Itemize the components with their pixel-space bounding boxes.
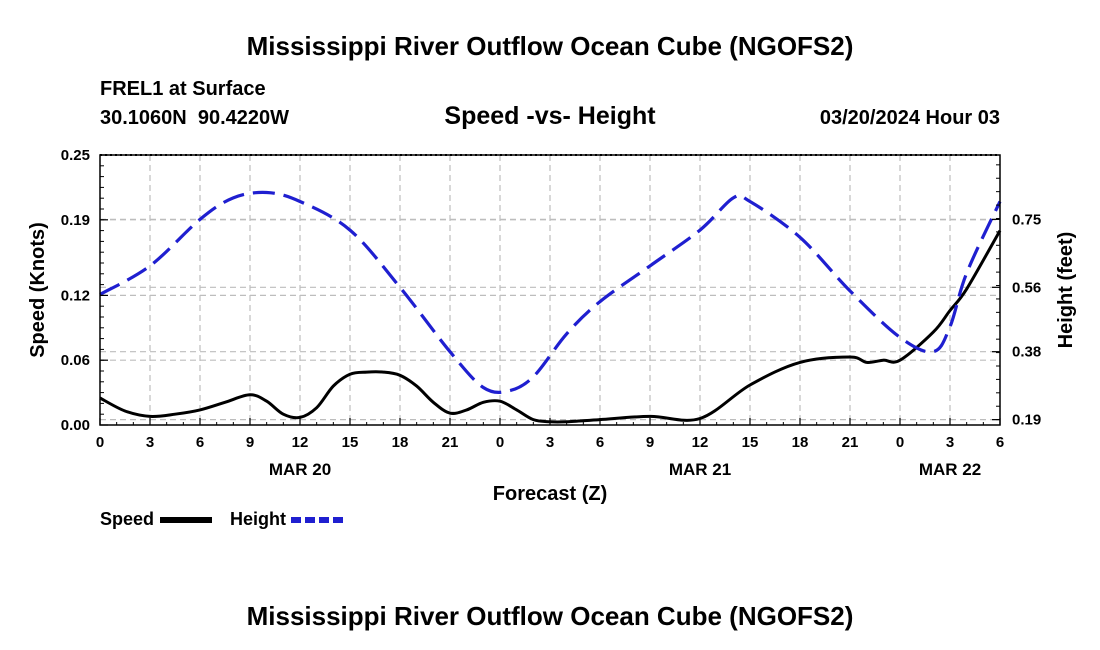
right-axis-label: Height (feet) [1055, 232, 1077, 349]
x-tick-label: 18 [792, 434, 809, 451]
station-label: FREL1 at Surface [100, 78, 266, 100]
x-tick-label: 0 [896, 434, 904, 451]
date-label: MAR 21 [669, 460, 731, 479]
x-tick-label: 0 [496, 434, 504, 451]
x-tick-label: 9 [646, 434, 654, 451]
x-tick-label: 9 [246, 434, 254, 451]
footer-title: Mississippi River Outflow Ocean Cube (NG… [247, 601, 854, 631]
x-tick-label: 6 [996, 434, 1004, 451]
grid [100, 155, 1000, 425]
x-tick-label: 3 [546, 434, 554, 451]
forecast-timestamp: 03/20/2024 Hour 03 [820, 107, 1000, 129]
legend-label-speed: Speed [100, 509, 154, 529]
right-tick-label: 0.19 [1012, 412, 1041, 429]
chart-title: Mississippi River Outflow Ocean Cube (NG… [247, 31, 854, 61]
date-label: MAR 22 [919, 460, 981, 479]
series-layer [99, 190, 1002, 424]
x-tick-label: 15 [742, 434, 759, 451]
date-label: MAR 20 [269, 460, 331, 479]
x-tick-label: 12 [692, 434, 709, 451]
left-axis-label: Speed (Knots) [27, 222, 49, 358]
left-tick-label: 0.19 [61, 212, 90, 229]
right-tick-label: 0.75 [1012, 211, 1041, 228]
x-tick-label: 6 [196, 434, 204, 451]
left-tick-label: 0.25 [61, 147, 90, 164]
x-axis-label: Forecast (Z) [493, 483, 607, 505]
x-tick-label: 3 [146, 434, 154, 451]
x-tick-label: 3 [946, 434, 954, 451]
left-tick-label: 0.12 [61, 287, 90, 304]
x-tick-label: 12 [292, 434, 309, 451]
legend-label-height: Height [230, 509, 286, 529]
x-tick-label: 18 [392, 434, 409, 451]
series-line-height [99, 190, 1002, 394]
station-coords: 30.1060N 90.4220W [100, 107, 289, 129]
x-tick-label: 21 [842, 434, 859, 451]
chart-subtitle: Speed -vs- Height [444, 102, 656, 130]
right-tick-label: 0.56 [1012, 279, 1041, 296]
left-tick-label: 0.06 [61, 352, 90, 369]
legend: Speed Height [100, 509, 343, 529]
x-tick-label: 0 [96, 434, 104, 451]
axes: 0 3 6 9 12 15 18 21 0 3 6 9 12 15 18 21 0 3 6 MAR 20 MAR 21 M… [61, 147, 1041, 479]
x-tick-label: 6 [596, 434, 604, 451]
right-tick-label: 0.38 [1012, 344, 1041, 361]
left-tick-label: 0.00 [61, 417, 90, 434]
x-tick-label: 21 [442, 434, 459, 451]
x-tick-label: 15 [342, 434, 359, 451]
series-line-speed [99, 229, 1002, 424]
